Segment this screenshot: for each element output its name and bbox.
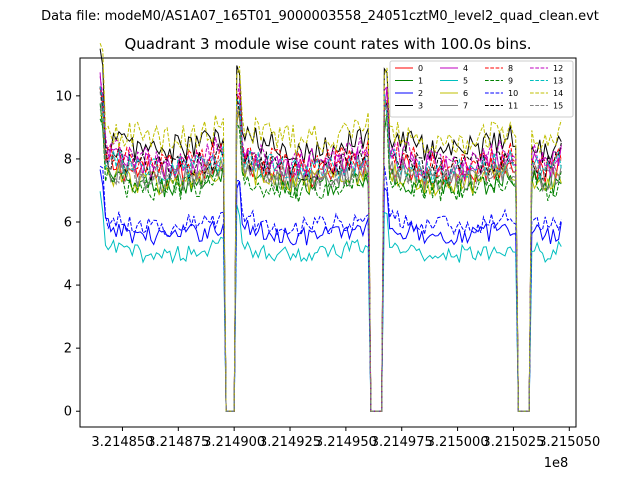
series-line-10 bbox=[99, 165, 562, 412]
legend-label: 14 bbox=[553, 89, 563, 98]
x-tick-label: 3.214925 bbox=[259, 435, 321, 450]
legend-label: 3 bbox=[418, 102, 423, 111]
series-line-2 bbox=[99, 169, 562, 412]
figure-suptitle: Data file: modeM0/AS1A07_165T01_90000035… bbox=[41, 9, 599, 24]
y-tick-label: 2 bbox=[64, 342, 72, 357]
x-tick-label: 3.215000 bbox=[427, 435, 489, 450]
y-tick-label: 8 bbox=[64, 152, 72, 167]
x-tick-label: 3.214950 bbox=[315, 435, 377, 450]
x-tick-label: 3.214875 bbox=[147, 435, 209, 450]
legend-label: 7 bbox=[463, 102, 468, 111]
legend-label: 8 bbox=[508, 64, 513, 73]
legend-label: 11 bbox=[508, 102, 518, 111]
y-tick-label: 0 bbox=[64, 405, 72, 420]
series-layer bbox=[99, 43, 562, 412]
series-line-9 bbox=[99, 118, 562, 412]
x-tick-label: 3.215050 bbox=[538, 435, 600, 450]
legend-label: 13 bbox=[553, 77, 563, 86]
x-tick-label: 3.214975 bbox=[371, 435, 433, 450]
series-line-12 bbox=[99, 76, 562, 412]
series-line-3 bbox=[99, 48, 562, 412]
plot-frame bbox=[79, 57, 577, 428]
series-line-1 bbox=[99, 103, 562, 412]
legend-label: 5 bbox=[463, 77, 468, 86]
legend-label: 15 bbox=[553, 102, 563, 111]
series-line-11 bbox=[99, 86, 562, 412]
series-line-15 bbox=[99, 91, 562, 412]
y-tick-label: 4 bbox=[64, 279, 72, 294]
series-line-13 bbox=[99, 86, 562, 412]
x-tick-label: 3.215025 bbox=[482, 435, 544, 450]
series-line-14 bbox=[99, 43, 562, 412]
legend-label: 9 bbox=[508, 77, 513, 86]
legend-label: 2 bbox=[418, 89, 423, 98]
legend-label: 1 bbox=[418, 77, 423, 86]
x-tick-label: 3.214850 bbox=[91, 435, 153, 450]
y-tick-label: 6 bbox=[64, 216, 72, 231]
legend-label: 10 bbox=[508, 89, 518, 98]
y-tick-label: 10 bbox=[55, 89, 72, 104]
chart-title: Quadrant 3 module wise count rates with … bbox=[124, 35, 531, 53]
legend-label: 4 bbox=[463, 64, 468, 73]
legend-label: 0 bbox=[418, 64, 423, 73]
series-line-4 bbox=[99, 72, 562, 412]
x-offset-label: 1e8 bbox=[544, 456, 569, 471]
x-axis: 3.2148503.2148753.2149003.2149253.214950… bbox=[91, 427, 600, 450]
legend-label: 6 bbox=[463, 89, 468, 98]
y-axis: 0 2 4 6 8 10 bbox=[55, 89, 80, 420]
x-tick-label: 3.214900 bbox=[203, 435, 265, 450]
series-line-8 bbox=[99, 88, 562, 412]
legend-label: 12 bbox=[553, 64, 563, 73]
series-line-5 bbox=[99, 191, 562, 412]
legend-box bbox=[389, 60, 574, 118]
